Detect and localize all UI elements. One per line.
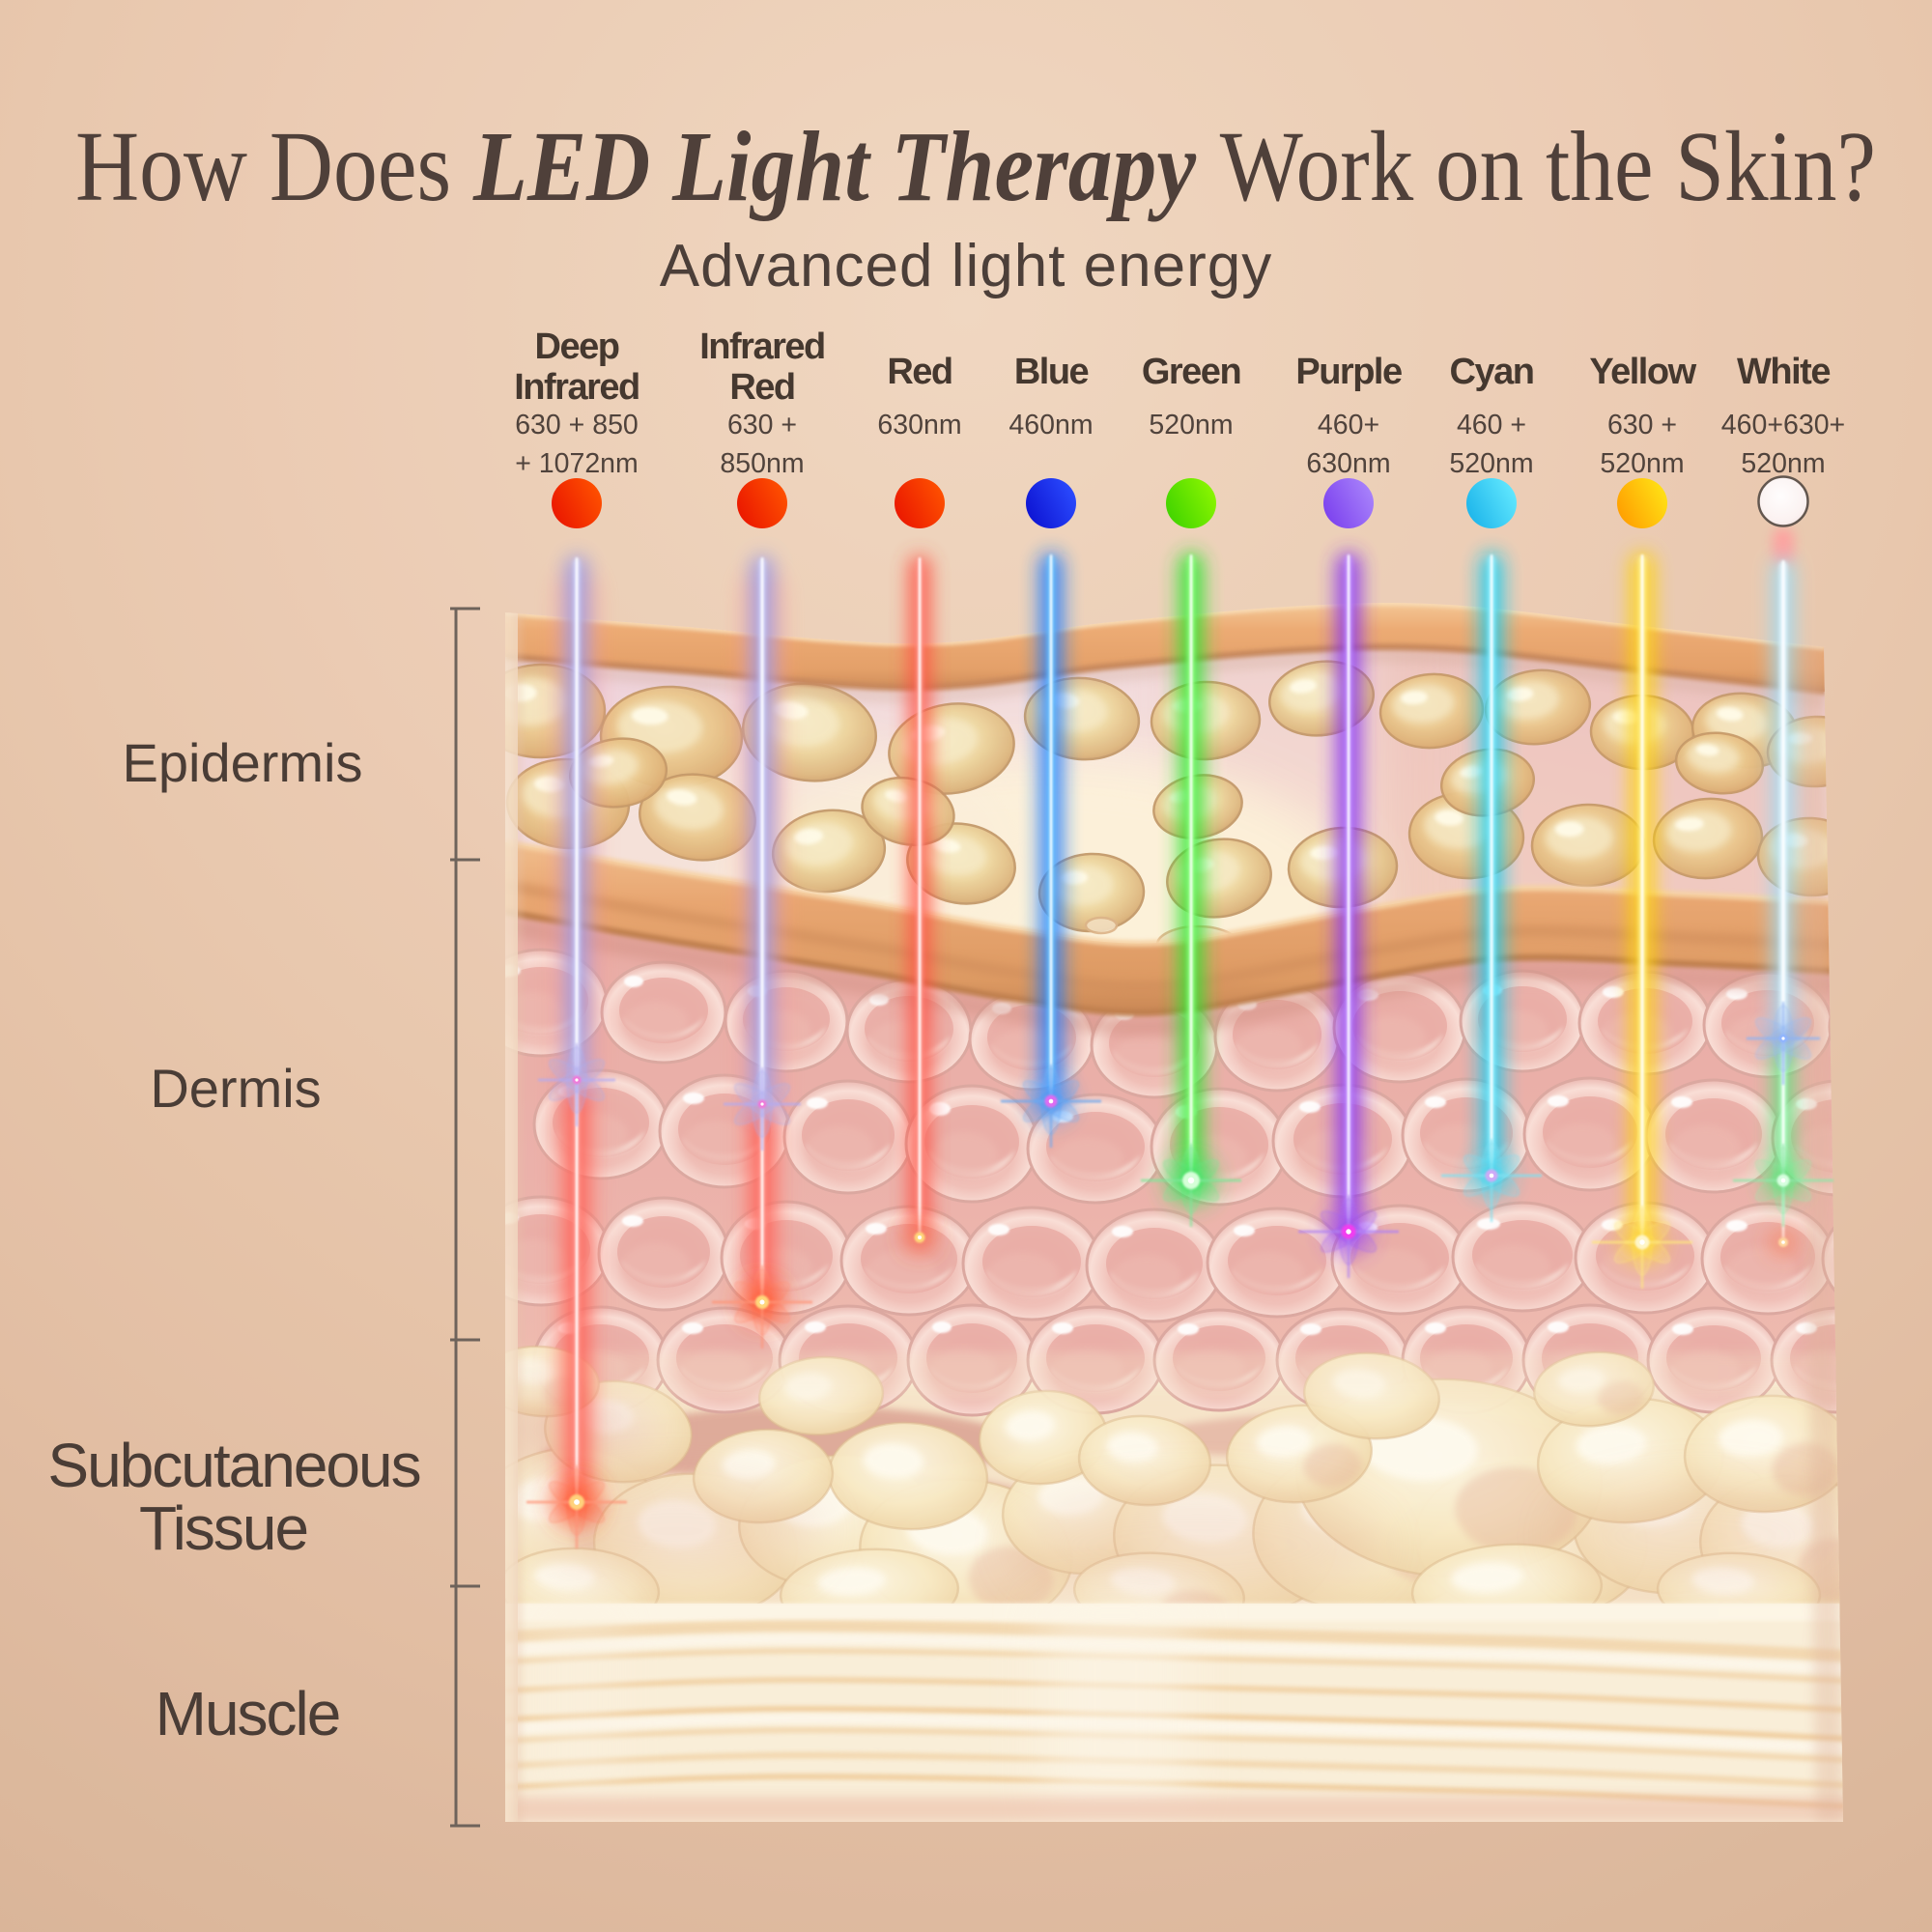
svg-text:LED Light Therapy: LED Light Therapy <box>472 111 1197 222</box>
svg-text:Yellow: Yellow <box>1589 352 1696 392</box>
svg-text:Tissue: Tissue <box>139 1493 307 1563</box>
svg-text:Dermis: Dermis <box>150 1058 321 1119</box>
svg-text:Work on the Skin?: Work on the Skin? <box>1198 111 1876 222</box>
svg-text:+ 1072nm: + 1072nm <box>515 448 639 479</box>
svg-text:Red: Red <box>887 352 952 392</box>
svg-text:Infrared: Infrared <box>514 367 639 408</box>
svg-text:630nm: 630nm <box>877 410 961 440</box>
svg-text:460 +: 460 + <box>1457 410 1526 440</box>
svg-text:630 +: 630 + <box>727 410 797 440</box>
svg-text:630 + 850: 630 + 850 <box>515 410 639 440</box>
svg-text:White: White <box>1737 352 1830 392</box>
svg-text:850nm: 850nm <box>720 448 804 479</box>
svg-text:Muscle: Muscle <box>156 1679 340 1748</box>
svg-text:Blue: Blue <box>1014 352 1089 392</box>
svg-text:520nm: 520nm <box>1741 448 1825 479</box>
svg-text:520nm: 520nm <box>1149 410 1233 440</box>
svg-text:Red: Red <box>729 367 794 408</box>
svg-text:460+: 460+ <box>1318 410 1379 440</box>
svg-text:630nm: 630nm <box>1306 448 1390 479</box>
svg-text:How Does: How Does <box>75 111 473 222</box>
svg-text:460nm: 460nm <box>1009 410 1093 440</box>
svg-text:520nm: 520nm <box>1449 448 1533 479</box>
svg-text:Advanced light energy: Advanced light energy <box>660 233 1273 299</box>
svg-text:Subcutaneous: Subcutaneous <box>47 1431 419 1500</box>
svg-text:Purple: Purple <box>1295 352 1402 392</box>
svg-text:Infrared: Infrared <box>699 327 824 367</box>
svg-text:Cyan: Cyan <box>1450 352 1534 392</box>
svg-text:Green: Green <box>1142 352 1240 392</box>
svg-text:630 +: 630 + <box>1607 410 1677 440</box>
svg-text:Epidermis: Epidermis <box>123 732 363 793</box>
svg-text:460+630+: 460+630+ <box>1721 410 1845 440</box>
svg-text:520nm: 520nm <box>1600 448 1684 479</box>
svg-text:Deep: Deep <box>535 327 619 367</box>
